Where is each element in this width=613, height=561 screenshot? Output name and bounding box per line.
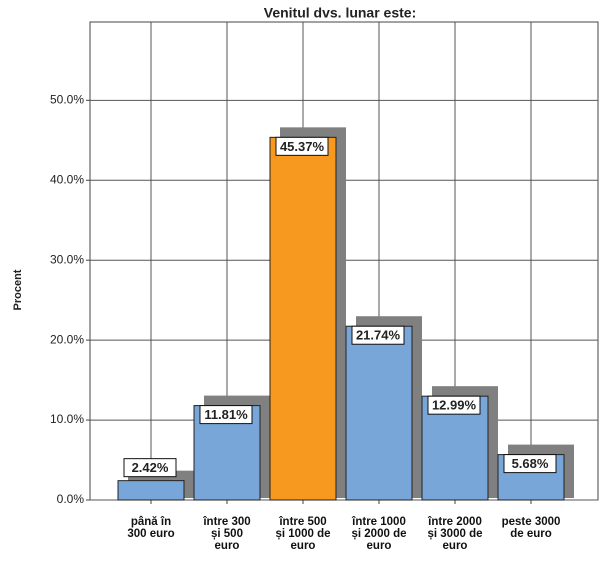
value-label-box	[427, 395, 481, 415]
value-label: 12.99%	[432, 398, 477, 413]
bar	[345, 325, 413, 501]
value-label: 21.74%	[356, 328, 401, 343]
y-tick-label: 20.0%	[50, 332, 84, 346]
chart-title: Venitul dvs. lunar este:	[264, 5, 417, 21]
y-tick-label: 10.0%	[50, 412, 84, 426]
value-label-box	[123, 458, 177, 478]
value-label: 11.81%	[204, 407, 248, 422]
x-tick-label: între 500 și 1000 de euro	[275, 516, 331, 552]
y-axis-label: Procent	[12, 269, 24, 310]
value-label: 2.42%	[132, 460, 169, 475]
y-tick-label: 40.0%	[50, 172, 84, 186]
value-label: 5.68%	[512, 456, 549, 471]
x-tick-label: până în 300 euro	[127, 516, 175, 540]
x-tick-label: între 1000 și 2000 de euro	[351, 516, 407, 552]
bar	[269, 136, 337, 501]
y-tick-label: 0.0%	[57, 492, 85, 506]
x-tick-label: între 2000 și 3000 de euro	[427, 516, 483, 552]
value-label-box	[199, 405, 253, 425]
bar	[117, 480, 185, 501]
y-tick-label: 30.0%	[50, 252, 84, 266]
value-label-box	[351, 325, 405, 345]
x-tick-label: între 300 și 500 euro	[203, 516, 251, 552]
value-label: 45.37%	[280, 139, 325, 154]
value-label-box	[503, 454, 557, 474]
value-label-box	[275, 136, 329, 156]
x-tick-label: peste 3000 de euro	[501, 516, 561, 540]
y-tick-label: 50.0%	[50, 93, 84, 107]
